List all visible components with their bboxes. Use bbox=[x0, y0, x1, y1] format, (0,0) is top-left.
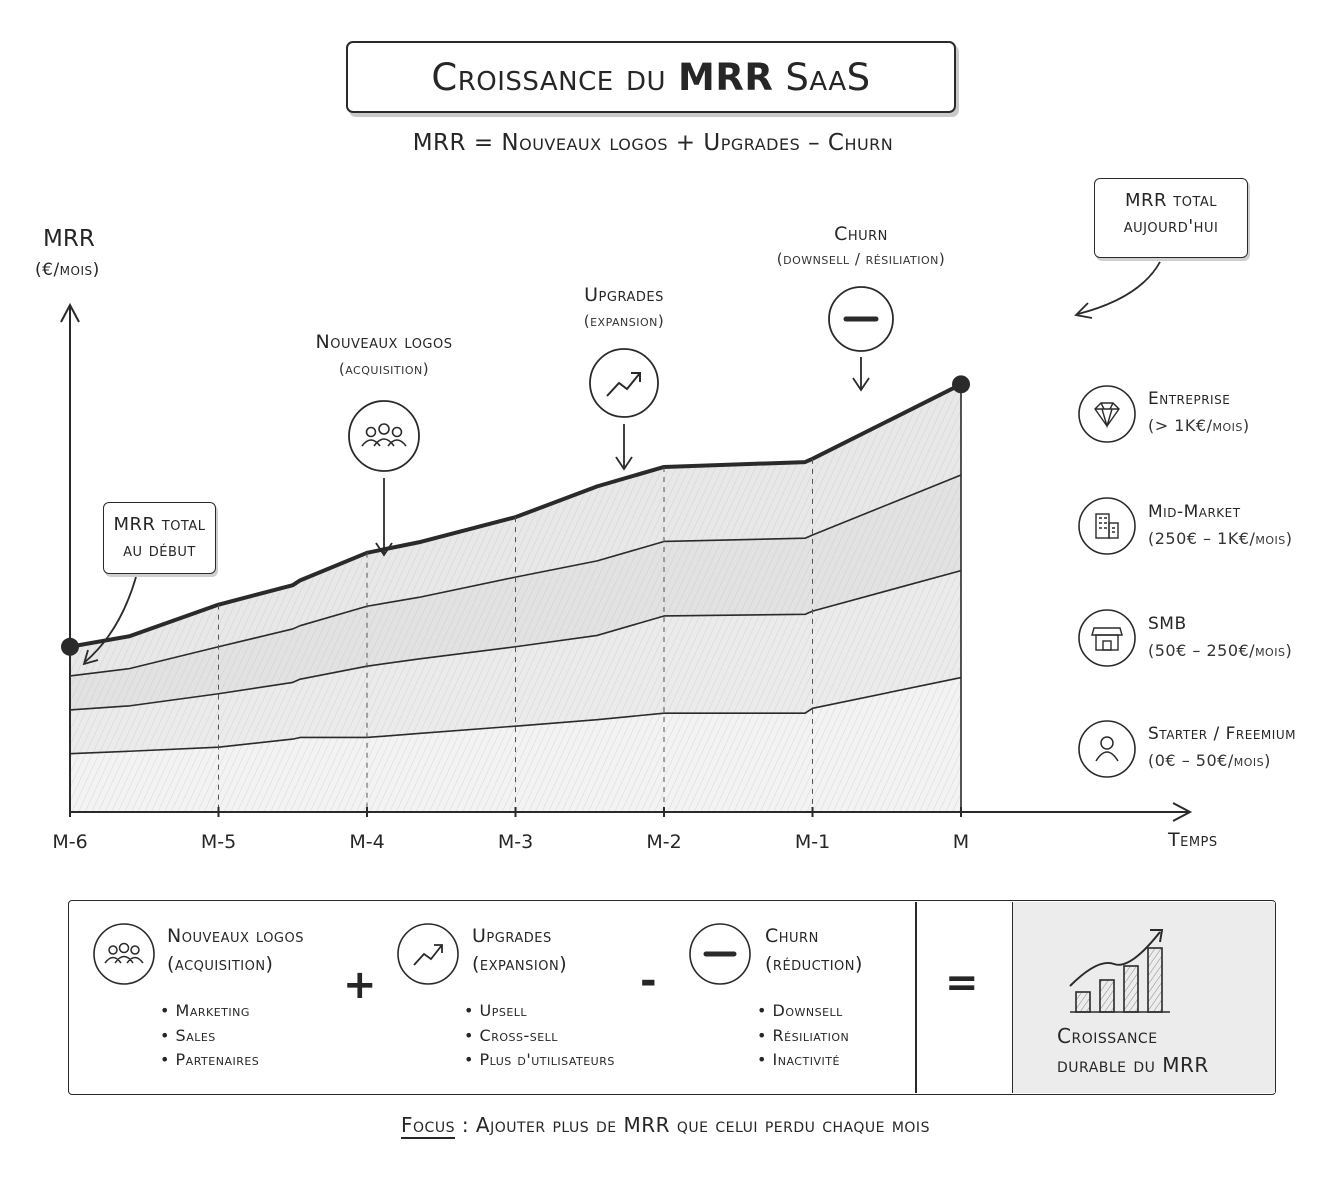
bullet-downsell: Downsell bbox=[772, 1001, 843, 1020]
op-plus: + bbox=[343, 962, 377, 1008]
store-icon bbox=[1078, 609, 1136, 667]
y-axis-arrow bbox=[60, 302, 80, 323]
segment-label-midmarket: Mid-Market bbox=[1148, 502, 1241, 522]
focus-line: Focus : Ajouter plus de MRR que celui pe… bbox=[0, 1113, 1331, 1137]
comp-new-logos-bullets: • Marketing • Sales • Partenaires bbox=[160, 1001, 260, 1069]
series-line bbox=[69, 569, 962, 711]
callout-start-line1: MRR total bbox=[113, 514, 206, 535]
segment-range-starter: (0€ – 50€/mois) bbox=[1148, 751, 1271, 770]
x-tick-label: M-3 bbox=[498, 831, 533, 853]
users-icon bbox=[93, 923, 155, 985]
x-tick-label: M-5 bbox=[201, 831, 236, 853]
segment-label-starter: Starter / Freemium bbox=[1148, 724, 1296, 744]
op-equals: = bbox=[945, 960, 979, 1006]
comp-churn-bullets: • Downsell • Résiliation • Inactivité bbox=[757, 1001, 850, 1069]
result-line1: Croissance bbox=[1057, 1024, 1158, 1048]
title-box: Croissance du MRR SaaS bbox=[346, 41, 956, 113]
segment-label-smb: SMB bbox=[1148, 614, 1187, 634]
op-minus: - bbox=[640, 958, 657, 1004]
mrr-chart: M-6 M-5 M-4 M-3 M-2 M-1 M bbox=[52, 261, 1193, 853]
bullet-sales: Sales bbox=[175, 1025, 216, 1045]
ann-churn-title: Churn bbox=[834, 223, 888, 245]
minus-icon bbox=[828, 286, 894, 352]
end-marker bbox=[952, 375, 970, 394]
comp-upgrades-title: Upgrades bbox=[472, 925, 552, 947]
trend-up-icon bbox=[397, 923, 459, 985]
focus-text: : Ajouter plus de MRR que celui perdu ch… bbox=[454, 1113, 930, 1137]
area-hatch bbox=[70, 677, 961, 812]
callout-start: MRR total au début bbox=[103, 502, 216, 574]
annotation-arrows bbox=[82, 261, 1161, 666]
start-marker bbox=[61, 637, 79, 656]
formula-box bbox=[68, 900, 1276, 1095]
segment-range-smb: (50€ – 250€/mois) bbox=[1148, 641, 1293, 660]
result-cell bbox=[1012, 902, 1275, 1093]
comp-churn-sub: (réduction) bbox=[765, 953, 863, 975]
title-part1: Croissance du bbox=[431, 55, 667, 99]
bullet-plus-utilisateurs: Plus d'utilisateurs bbox=[479, 1050, 615, 1069]
building-icon bbox=[1078, 497, 1136, 555]
callout-start-line2: au début bbox=[123, 540, 196, 561]
y-axis-unit: (€/mois) bbox=[35, 260, 100, 280]
formula-icons bbox=[93, 923, 1170, 1013]
bullet-resiliation: Résiliation bbox=[772, 1025, 850, 1045]
users-icon bbox=[348, 400, 420, 472]
bullet-inactivite: Inactivité bbox=[772, 1050, 840, 1069]
x-tick-label: M bbox=[953, 831, 969, 853]
area-hatch bbox=[70, 475, 961, 710]
ann-upgrades-sub: (expansion) bbox=[583, 312, 665, 330]
focus-key: Focus bbox=[401, 1113, 455, 1137]
comp-churn-title: Churn bbox=[765, 925, 819, 947]
segment-label-entreprise: Entreprise bbox=[1148, 389, 1231, 409]
minus-icon bbox=[689, 923, 751, 985]
x-axis-label: Temps bbox=[1168, 829, 1218, 851]
growth-bars-icon bbox=[1069, 929, 1170, 1013]
x-tick-label: M-6 bbox=[52, 831, 87, 853]
ann-upgrades-title: Upgrades bbox=[584, 284, 664, 306]
subtitle: MRR = Nouveaux logos + Upgrades – Churn bbox=[412, 130, 894, 156]
bullet-cross-sell: Cross-sell bbox=[479, 1025, 558, 1045]
x-tick-label: M-4 bbox=[349, 831, 384, 853]
person-icon bbox=[1078, 720, 1136, 778]
x-axis-arrow bbox=[1172, 802, 1193, 822]
title-part2: MRR bbox=[678, 55, 774, 99]
comp-upgrades-bullets: • Upsell • Cross-sell • Plus d'utilisate… bbox=[464, 1001, 615, 1069]
callout-end: MRR total aujourd'hui bbox=[1094, 178, 1248, 258]
ann-churn-sub: (downsell / résiliation) bbox=[776, 250, 946, 268]
diamond-icon bbox=[1078, 385, 1136, 443]
bullet-upsell: Upsell bbox=[479, 1001, 528, 1020]
comp-new-logos-title: Nouveaux logos bbox=[167, 925, 304, 947]
comp-new-logos-sub: (acquisition) bbox=[167, 953, 274, 975]
trend-up-icon bbox=[589, 348, 659, 418]
ann-new-logos-title: Nouveaux logos bbox=[315, 331, 453, 353]
segment-range-midmarket: (250€ – 1K€/mois) bbox=[1148, 529, 1293, 548]
x-tick-label: M-2 bbox=[646, 831, 681, 853]
callout-end-line2: aujourd'hui bbox=[1123, 216, 1219, 237]
bullet-marketing: Marketing bbox=[175, 1001, 250, 1020]
segment-range-entreprise: (> 1K€/mois) bbox=[1148, 416, 1250, 435]
bullet-partenaires: Partenaires bbox=[175, 1050, 260, 1069]
comp-upgrades-sub: (expansion) bbox=[472, 953, 568, 975]
formula-divider bbox=[915, 902, 917, 1093]
callout-end-line1: MRR total bbox=[1124, 190, 1217, 211]
ann-new-logos-sub: (acquisition) bbox=[338, 360, 430, 378]
x-tick-label: M-1 bbox=[795, 831, 830, 853]
result-line2: durable du MRR bbox=[1057, 1053, 1209, 1077]
title-part3: SaaS bbox=[785, 55, 871, 99]
y-axis-label: MRR bbox=[43, 226, 95, 252]
